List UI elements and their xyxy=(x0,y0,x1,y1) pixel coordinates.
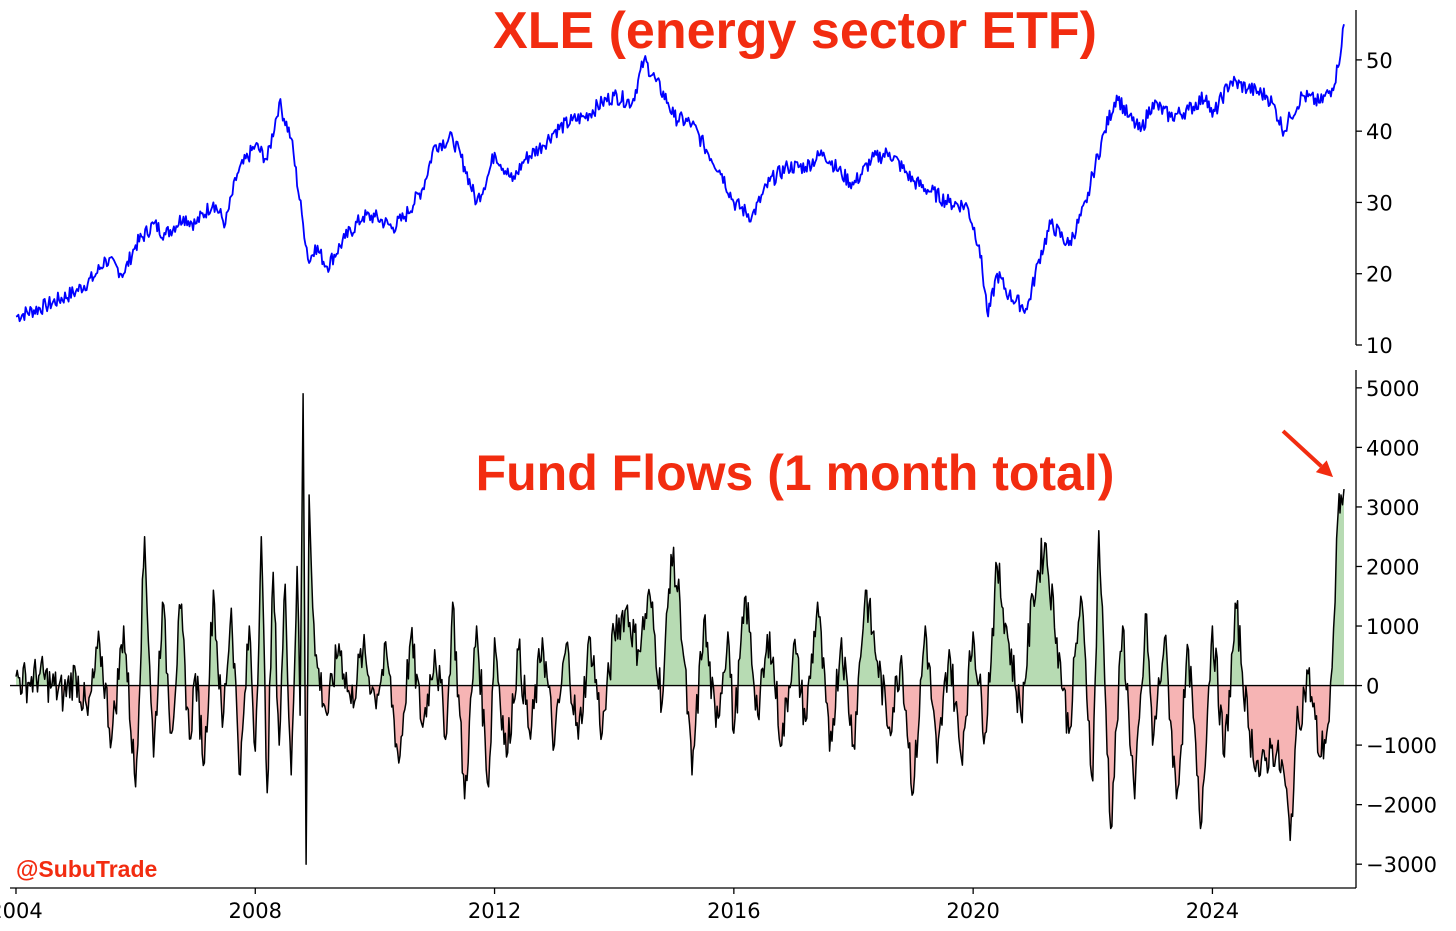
fund-flows-chart-title: Fund Flows (1 month total) xyxy=(476,445,1115,501)
xle-y-axis-ticks: 10 20 30 40 50 xyxy=(1356,49,1393,358)
fund-flows-y-tick-label: 3000 xyxy=(1366,496,1419,520)
fund-flows-y-tick-label: −3000 xyxy=(1366,853,1437,877)
annotation-arrow xyxy=(1281,429,1334,478)
credit-label: @SubuTrade xyxy=(16,856,157,882)
fund-flows-fill-layer xyxy=(16,393,1344,865)
xle-price-panel: 10 20 30 40 50 XLE (energy sector ETF) xyxy=(15,2,1393,358)
xle-chart-title: XLE (energy sector ETF) xyxy=(493,2,1097,60)
xle-y-tick-label: 30 xyxy=(1366,191,1393,215)
x-tick-label: 2024 xyxy=(1186,899,1239,923)
fund-flows-y-tick-label: 4000 xyxy=(1366,436,1419,460)
fund-flows-y-tick-label: 2000 xyxy=(1366,555,1419,579)
x-tick-label: 2016 xyxy=(707,899,760,923)
x-tick-label: 2012 xyxy=(468,899,521,923)
fund-flows-y-tick-label: 0 xyxy=(1366,675,1379,699)
fund-flows-y-tick-label: 5000 xyxy=(1366,377,1419,401)
fund-flows-y-tick-label: 1000 xyxy=(1366,615,1419,639)
x-tick-label: 2008 xyxy=(229,899,282,923)
fund-flows-y-axis-ticks: −3000 −2000 −1000 0 1000 2000 3000 4000 5000 xyxy=(1356,377,1437,877)
xle-price-line xyxy=(15,24,1345,323)
fund-flows-series-layer xyxy=(15,393,1345,865)
fund-flows-line xyxy=(15,393,1345,865)
xle-y-tick-label: 40 xyxy=(1366,120,1393,144)
xle-y-tick-label: 10 xyxy=(1366,334,1393,358)
xle-y-tick-label: 20 xyxy=(1366,263,1393,287)
fund-flows-y-tick-label: −2000 xyxy=(1366,794,1437,818)
fund-flows-panel: −3000 −2000 −1000 0 1000 2000 3000 4000 5000 200… xyxy=(0,370,1437,923)
x-tick-label: 2004 xyxy=(0,899,43,923)
annotation-arrow-head xyxy=(1315,460,1334,478)
fund-flows-y-tick-label: −1000 xyxy=(1366,734,1437,758)
annotation-arrow-shaft xyxy=(1281,429,1323,468)
x-axis-ticks: 2004 2008 2012 2016 2020 2024 xyxy=(0,888,1239,923)
xle-series-layer xyxy=(15,24,1345,323)
xle-y-tick-label: 50 xyxy=(1366,49,1393,73)
x-tick-label: 2020 xyxy=(946,899,999,923)
fund-flows-positive-area xyxy=(16,393,1344,716)
